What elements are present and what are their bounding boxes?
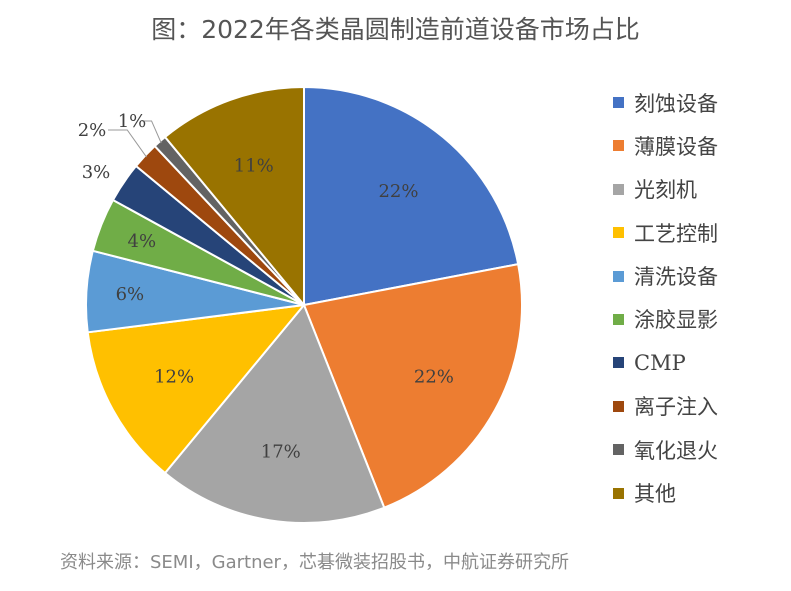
- slice-data-label-1: 22%: [378, 181, 418, 202]
- slice-data-label-10: 11%: [234, 156, 274, 177]
- legend-swatch-10: [613, 487, 624, 499]
- legend-swatch-8: [613, 400, 624, 412]
- legend-swatch-9: [613, 444, 624, 456]
- chart-title: 图：2022年各类晶圆制造前道设备市场占比: [151, 15, 640, 44]
- legend-item-2: 薄膜设备: [613, 131, 783, 160]
- legend-swatch-2: [613, 140, 624, 152]
- legend-item-4: 工艺控制: [613, 218, 783, 247]
- legend-item-1: 刻蚀设备: [613, 88, 783, 117]
- slice-data-label-3: 17%: [261, 441, 301, 462]
- legend-label-3: 光刻机: [634, 178, 697, 203]
- legend-swatch-5: [613, 270, 624, 282]
- slice-data-label-5: 6%: [116, 284, 145, 305]
- pie-slice-4: [86, 303, 307, 475]
- legend-swatch-4: [613, 227, 624, 239]
- legend-item-3: 光刻机: [613, 175, 783, 204]
- slice-data-label-4: 12%: [154, 366, 194, 387]
- legend-label-2: 薄膜设备: [634, 134, 718, 159]
- pie-slice-1: [303, 85, 520, 307]
- leader-line-9: [142, 120, 162, 144]
- pie-slice-3: [163, 303, 386, 524]
- legend-item-6: 涂胶显影: [613, 305, 783, 334]
- legend-swatch-7: [613, 357, 624, 369]
- legend-label-5: 清洗设备: [634, 265, 718, 290]
- legend-item-9: 氧化退火: [613, 435, 783, 464]
- legend-label-10: 其他: [634, 482, 676, 507]
- slice-data-label-6: 4%: [128, 231, 157, 252]
- legend-item-7: CMP: [613, 348, 783, 377]
- slice-data-label-2: 22%: [414, 366, 454, 387]
- legend-label-8: 离子注入: [634, 395, 718, 420]
- legend-item-8: 离子注入: [613, 392, 783, 421]
- legend-label-4: 工艺控制: [634, 221, 718, 246]
- pie-slice-10: [163, 85, 305, 308]
- legend-item-5: 清洗设备: [613, 262, 783, 291]
- source-note: 资料来源：SEMI，Gartner，芯碁微装招股书，中航证券研究所: [60, 552, 569, 573]
- slice-data-label-9: 1%: [118, 111, 147, 132]
- legend-swatch-3: [613, 183, 624, 195]
- legend-label-6: 涂胶显影: [634, 308, 718, 333]
- legend-item-10: 其他: [613, 479, 783, 508]
- legend-label-9: 氧化退火: [634, 438, 718, 463]
- legend-swatch-6: [613, 313, 624, 325]
- slice-data-label-7: 3%: [82, 162, 111, 183]
- legend-label-7: CMP: [634, 350, 686, 375]
- legend-swatch-1: [613, 97, 624, 108]
- slice-data-label-8: 2%: [78, 120, 107, 141]
- leader-line-8: [108, 129, 147, 158]
- legend-label-1: 刻蚀设备: [634, 91, 718, 116]
- pie-slice-2: [302, 262, 523, 509]
- chart-legend: 刻蚀设备薄膜设备光刻机工艺控制清洗设备涂胶显影 CMP 离子注入氧化退火其他: [613, 88, 783, 522]
